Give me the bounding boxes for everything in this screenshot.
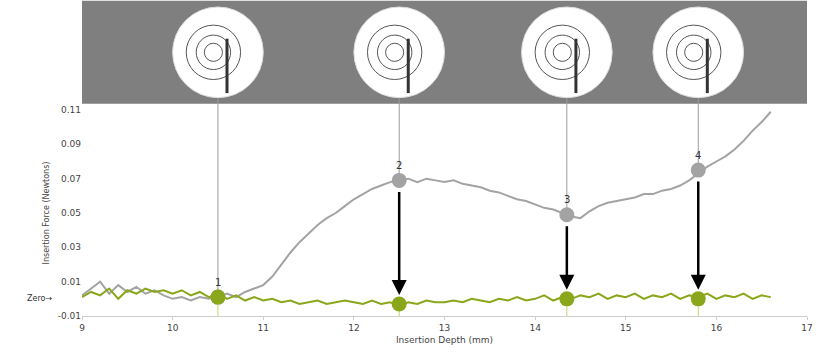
- svg-text:17: 17: [801, 323, 812, 333]
- svg-text:10: 10: [167, 323, 179, 333]
- svg-text:0.01: 0.01: [61, 277, 81, 287]
- svg-text:0.11: 0.11: [61, 105, 81, 115]
- svg-text:0.07: 0.07: [61, 174, 81, 184]
- svg-text:0.09: 0.09: [61, 139, 81, 149]
- svg-text:3: 3: [564, 194, 570, 205]
- svg-text:13: 13: [439, 323, 450, 333]
- svg-text:Insertion Force (Newtons): Insertion Force (Newtons): [42, 162, 51, 265]
- svg-text:16: 16: [711, 323, 723, 333]
- svg-text:11: 11: [258, 323, 269, 333]
- svg-text:15: 15: [620, 323, 631, 333]
- svg-text:Zero→: Zero→: [27, 294, 52, 303]
- svg-text:12: 12: [348, 323, 359, 333]
- svg-text:-0.01: -0.01: [58, 311, 81, 321]
- svg-text:2: 2: [396, 160, 402, 171]
- svg-text:0.05: 0.05: [61, 208, 81, 218]
- svg-text:9: 9: [79, 323, 85, 333]
- svg-text:Insertion Depth (mm): Insertion Depth (mm): [396, 335, 493, 345]
- svg-text:4: 4: [695, 150, 701, 161]
- svg-text:14: 14: [529, 323, 541, 333]
- svg-text:1: 1: [215, 277, 221, 288]
- svg-text:0.03: 0.03: [61, 242, 81, 252]
